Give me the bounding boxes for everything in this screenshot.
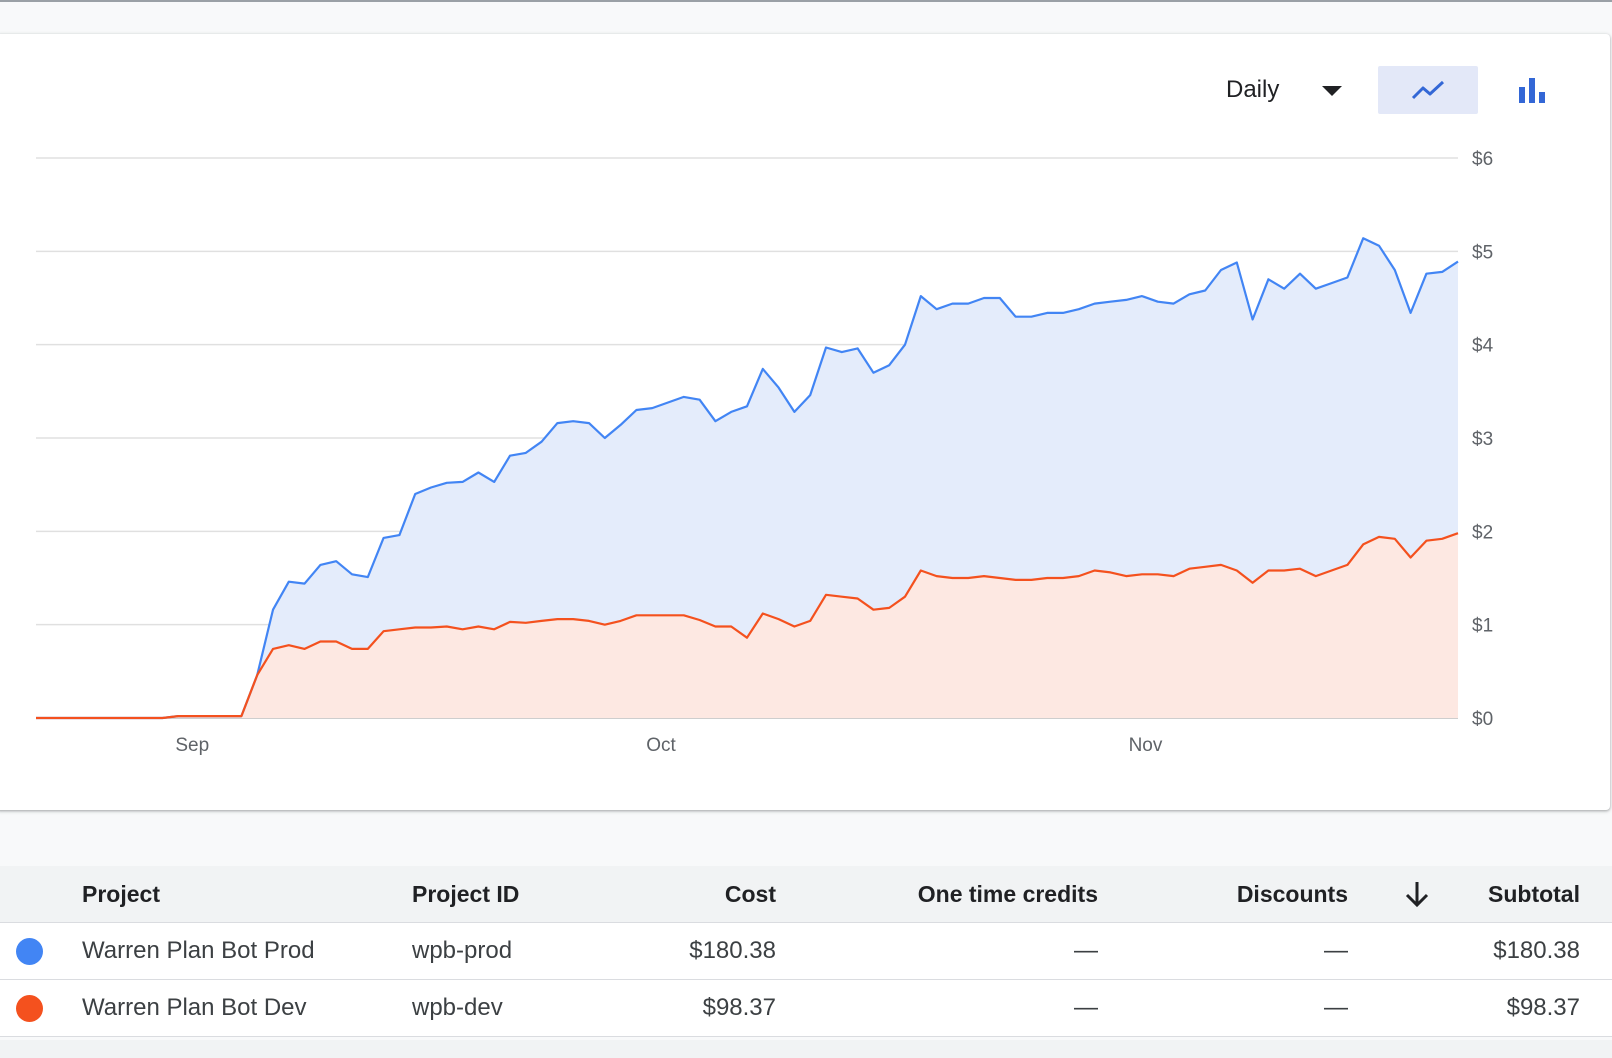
arrow-down-icon[interactable] — [1402, 879, 1432, 909]
x-tick-label: Sep — [175, 735, 209, 756]
y-tick-label: $5 — [1472, 242, 1493, 263]
prod-series-line — [36, 237, 1459, 720]
header-project-id[interactable]: Project ID — [412, 881, 520, 907]
x-tick-label: Oct — [646, 735, 676, 756]
project-id: wpb-prod — [412, 937, 513, 964]
header-discounts[interactable]: Discounts — [1236, 881, 1348, 907]
dev-series-line — [36, 532, 1459, 720]
line-view-toggle[interactable] — [1378, 66, 1478, 114]
y-tick-label: $3 — [1472, 429, 1493, 450]
subtotal-value: $98.37 — [1506, 994, 1580, 1021]
y-tick-label: $0 — [1472, 709, 1493, 730]
project-name: Warren Plan Bot Prod — [82, 937, 315, 964]
credits-value: — — [1074, 994, 1098, 1021]
top-divider — [0, 0, 1612, 2]
header-project[interactable]: Project — [82, 881, 160, 907]
chevron-down-icon — [1322, 86, 1342, 96]
table-row[interactable]: Warren Plan Bot Dev wpb-dev $98.37 — — $… — [0, 980, 1612, 1037]
header-subtotal[interactable]: Subtotal — [1488, 881, 1580, 907]
y-tick-label: $6 — [1472, 149, 1493, 170]
project-id: wpb-dev — [412, 994, 503, 1021]
bar-view-toggle[interactable] — [1502, 66, 1562, 114]
header-cost[interactable]: Cost — [724, 881, 776, 907]
footer-strip — [0, 1040, 1612, 1058]
project-name: Warren Plan Bot Dev — [82, 994, 307, 1021]
table-row[interactable]: Warren Plan Bot Prod wpb-prod $180.38 — … — [0, 923, 1612, 980]
x-tick-label: Nov — [1129, 735, 1163, 756]
granularity-label: Daily — [1226, 76, 1280, 103]
y-tick-label: $1 — [1472, 616, 1493, 637]
credits-value: — — [1074, 937, 1098, 964]
y-tick-label: $2 — [1472, 522, 1493, 543]
prod-area — [36, 238, 1458, 719]
y-tick-label: $4 — [1472, 336, 1494, 357]
granularity-dropdown[interactable]: Daily — [1226, 72, 1346, 108]
line-chart-icon — [1411, 80, 1445, 100]
cost-table: Project Project ID Cost One time credits… — [0, 866, 1612, 1037]
cost-value: $98.37 — [702, 994, 776, 1021]
subtotal-value: $180.38 — [1493, 937, 1580, 964]
table-header: Project Project ID Cost One time credits… — [0, 866, 1612, 923]
header-one-time-credits[interactable]: One time credits — [917, 881, 1098, 907]
cost-value: $180.38 — [689, 937, 776, 964]
discounts-value: — — [1324, 994, 1348, 1021]
series-color-dot — [16, 995, 43, 1022]
bar-chart-icon — [1519, 78, 1545, 103]
cost-area-chart: $0 $1 $2 $3 $4 $5 $6 Sep Oct Nov — [36, 149, 1494, 756]
discounts-value: — — [1324, 937, 1348, 964]
dev-area — [36, 533, 1458, 718]
series-color-dot — [16, 938, 43, 965]
